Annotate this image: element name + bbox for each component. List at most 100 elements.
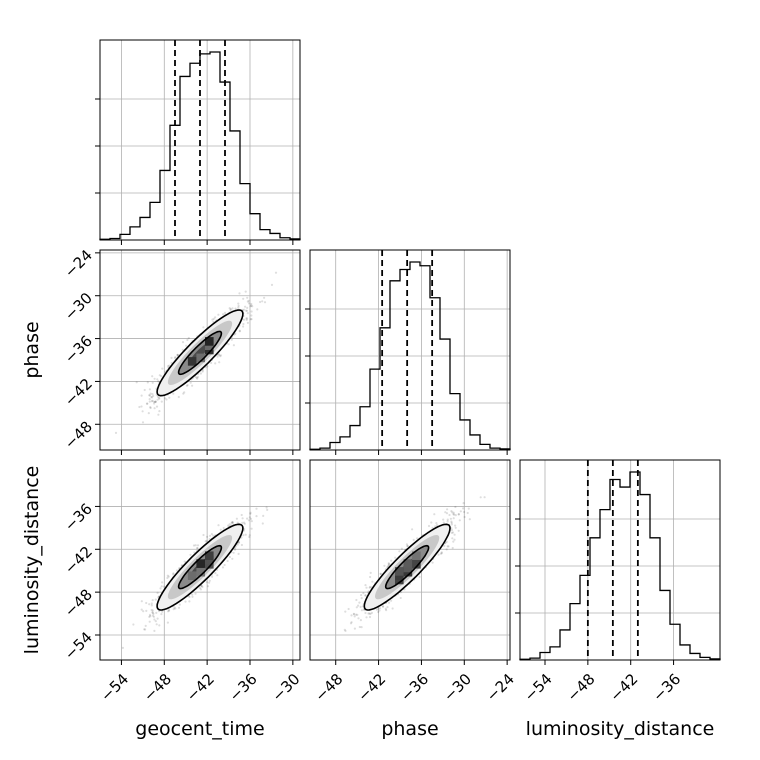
sample-point bbox=[262, 514, 265, 518]
sample-point bbox=[145, 402, 149, 405]
joint-panel-geocent_time-phase bbox=[95, 249, 301, 455]
sample-point bbox=[208, 534, 212, 537]
sample-point bbox=[230, 338, 233, 341]
sample-point bbox=[242, 322, 245, 326]
sample-point bbox=[231, 521, 234, 525]
sample-point bbox=[242, 325, 245, 328]
sample-point bbox=[450, 510, 453, 513]
sample-point bbox=[214, 316, 217, 319]
sample-point bbox=[228, 523, 231, 526]
sample-point bbox=[231, 520, 234, 524]
sample-point bbox=[158, 397, 161, 400]
sample-point bbox=[222, 313, 225, 316]
sample-point bbox=[151, 611, 154, 614]
contour-line-1 bbox=[156, 523, 244, 611]
sample-point bbox=[358, 625, 361, 629]
sample-point bbox=[177, 606, 181, 609]
sample-point bbox=[435, 522, 438, 525]
sample-point bbox=[205, 539, 208, 543]
sample-point bbox=[436, 524, 439, 527]
sample-point bbox=[245, 309, 248, 312]
sample-point bbox=[250, 527, 253, 530]
sample-point bbox=[151, 599, 154, 602]
sample-point bbox=[238, 330, 241, 333]
density-cell bbox=[412, 560, 421, 569]
sample-point bbox=[250, 314, 253, 317]
sample-point bbox=[462, 507, 465, 510]
sample-point bbox=[246, 300, 249, 303]
sample-point bbox=[245, 318, 248, 321]
sample-point bbox=[145, 601, 148, 605]
density-cell bbox=[403, 567, 413, 577]
sample-point bbox=[364, 594, 367, 597]
sample-point bbox=[369, 612, 372, 616]
sample-point bbox=[375, 608, 378, 611]
sample-point bbox=[158, 374, 161, 377]
x-tick-label: −36 bbox=[397, 670, 432, 705]
sample-point bbox=[355, 606, 358, 609]
sample-point bbox=[211, 318, 214, 321]
sample-point bbox=[148, 613, 152, 617]
sample-point bbox=[229, 308, 232, 311]
sample-point bbox=[343, 628, 346, 631]
y-tick-label: −54 bbox=[61, 628, 96, 663]
sample-point bbox=[451, 531, 455, 534]
sample-point bbox=[243, 522, 246, 525]
sample-point bbox=[364, 594, 367, 597]
sample-point bbox=[205, 581, 208, 584]
sample-point bbox=[454, 524, 457, 527]
sample-point bbox=[368, 615, 372, 619]
sample-point bbox=[263, 301, 267, 304]
sample-point bbox=[185, 384, 188, 387]
sample-point bbox=[261, 522, 264, 525]
y-tick-label: −30 bbox=[61, 289, 96, 324]
sample-point bbox=[146, 402, 149, 405]
sample-point bbox=[214, 572, 217, 575]
sample-point bbox=[270, 283, 274, 286]
contour-line-0 bbox=[177, 544, 223, 590]
sample-point bbox=[360, 626, 363, 629]
sample-point bbox=[265, 506, 268, 509]
sample-point bbox=[245, 317, 248, 320]
sample-point bbox=[187, 336, 190, 340]
sample-point bbox=[149, 406, 152, 409]
sample-point bbox=[160, 585, 163, 588]
sample-point bbox=[231, 307, 234, 310]
sample-point bbox=[152, 612, 155, 615]
sample-point bbox=[168, 364, 171, 367]
sample-point bbox=[364, 611, 367, 615]
y-tick-label: −24 bbox=[61, 246, 96, 281]
sample-point bbox=[246, 306, 249, 309]
sample-point bbox=[446, 518, 449, 521]
joint-density bbox=[114, 271, 278, 434]
sample-point bbox=[379, 572, 382, 576]
sample-point bbox=[191, 595, 194, 598]
density-cell bbox=[187, 571, 197, 580]
sample-point bbox=[431, 526, 434, 529]
sample-point bbox=[154, 400, 157, 403]
x-tick-label: −30 bbox=[268, 670, 303, 705]
sample-point bbox=[206, 585, 210, 588]
sample-point bbox=[227, 524, 230, 527]
sample-point bbox=[242, 297, 245, 300]
sample-point bbox=[211, 575, 214, 578]
sample-point bbox=[483, 496, 486, 499]
sample-point bbox=[218, 361, 221, 364]
sample-point bbox=[154, 620, 157, 623]
sample-point bbox=[144, 624, 147, 628]
sample-point bbox=[152, 615, 155, 618]
sample-point bbox=[466, 511, 469, 515]
sample-point bbox=[175, 569, 179, 572]
sample-point bbox=[463, 510, 466, 514]
sample-point bbox=[349, 622, 353, 625]
sample-point bbox=[121, 646, 124, 650]
density-cell bbox=[205, 337, 214, 346]
sample-point bbox=[353, 615, 356, 618]
sample-point bbox=[437, 553, 440, 556]
sample-point bbox=[155, 623, 158, 626]
sample-point bbox=[217, 313, 220, 316]
sample-point bbox=[219, 528, 222, 531]
sample-point bbox=[176, 354, 179, 357]
sample-point bbox=[452, 540, 455, 543]
